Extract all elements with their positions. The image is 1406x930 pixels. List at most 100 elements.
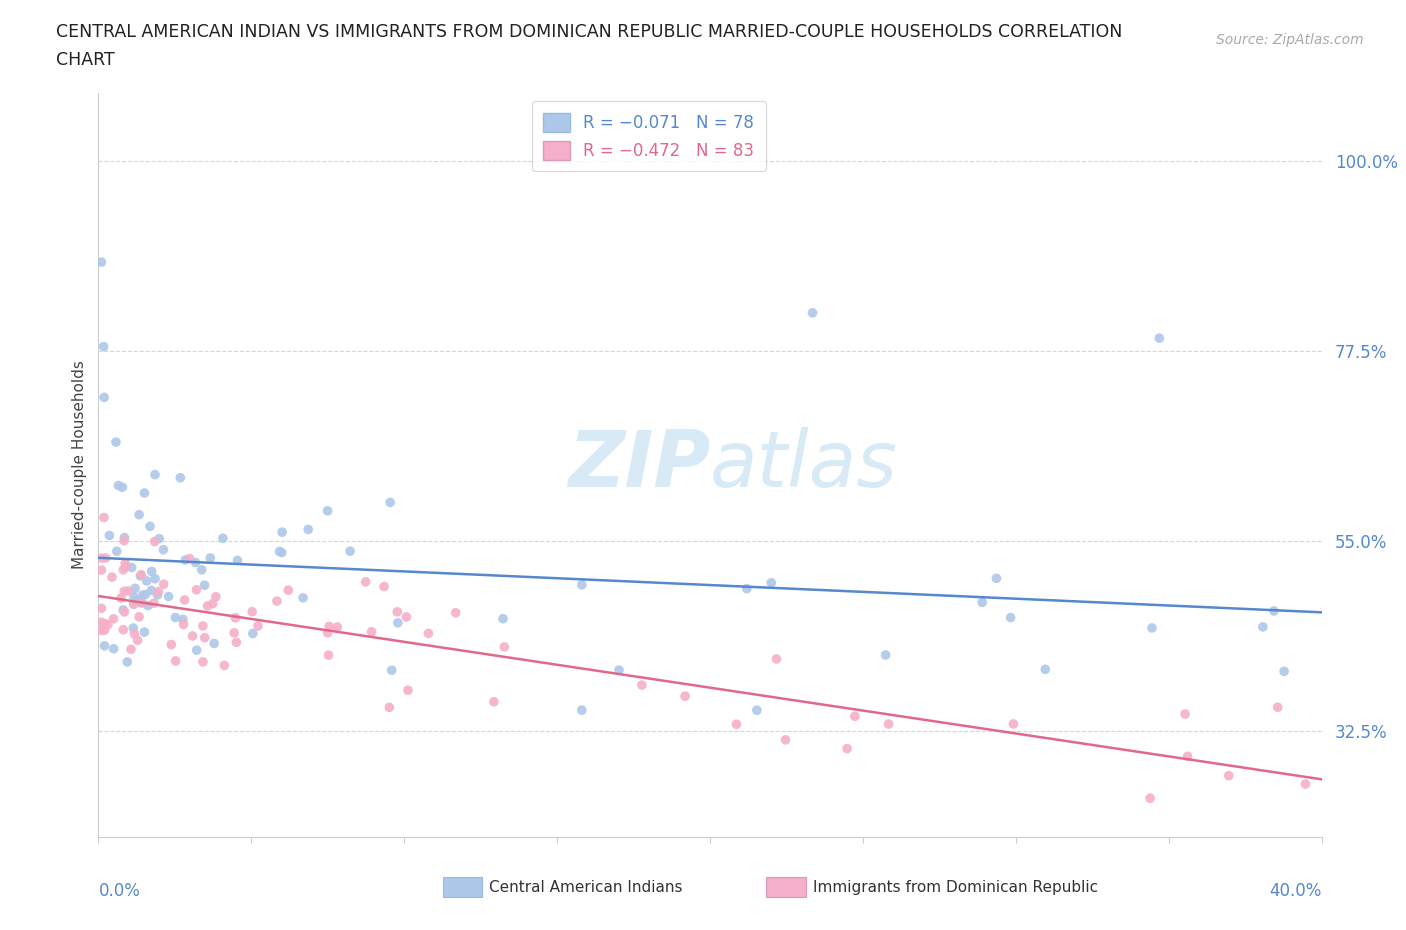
Point xyxy=(112,533,135,548)
Point xyxy=(107,478,129,493)
Point xyxy=(157,589,180,604)
Point xyxy=(318,619,340,634)
Point xyxy=(165,610,187,625)
Point xyxy=(1149,331,1171,346)
Point xyxy=(141,564,163,578)
Text: CENTRAL AMERICAN INDIAN VS IMMIGRANTS FROM DOMINICAN REPUBLIC MARRIED-COUPLE HOU: CENTRAL AMERICAN INDIAN VS IMMIGRANTS FR… xyxy=(56,23,1122,41)
Point xyxy=(114,604,136,619)
Point xyxy=(148,584,170,599)
Point xyxy=(134,625,156,640)
Point xyxy=(1251,619,1274,634)
Point xyxy=(139,519,162,534)
Point xyxy=(269,544,291,559)
Point xyxy=(135,574,157,589)
Point xyxy=(93,510,115,525)
Point xyxy=(380,495,402,510)
Point xyxy=(1177,749,1199,764)
Point xyxy=(93,339,115,354)
Point xyxy=(381,663,404,678)
Point xyxy=(152,542,174,557)
Point xyxy=(875,647,897,662)
Point xyxy=(225,635,247,650)
Y-axis label: Married-couple Households: Married-couple Households xyxy=(72,361,87,569)
Point xyxy=(835,741,858,756)
Point xyxy=(181,629,204,644)
Point xyxy=(318,648,340,663)
Point xyxy=(1139,790,1161,805)
Point xyxy=(387,604,409,619)
Point xyxy=(112,603,135,618)
Point xyxy=(134,485,156,500)
Point xyxy=(197,599,219,614)
Point xyxy=(240,604,263,619)
Point xyxy=(844,709,866,724)
Point xyxy=(316,503,339,518)
Point xyxy=(112,563,135,578)
Point xyxy=(631,678,654,693)
Point xyxy=(90,601,112,616)
Point xyxy=(745,703,768,718)
Point xyxy=(378,700,401,715)
Point xyxy=(735,581,758,596)
Point xyxy=(266,593,288,608)
Point xyxy=(761,576,783,591)
Point xyxy=(105,544,128,559)
Point xyxy=(122,597,145,612)
Point xyxy=(571,703,593,718)
Text: Immigrants from Dominican Republic: Immigrants from Dominican Republic xyxy=(813,880,1098,895)
Point xyxy=(117,584,139,599)
Point xyxy=(571,578,593,592)
Text: ZIP: ZIP xyxy=(568,427,710,503)
Point xyxy=(877,716,900,731)
Point xyxy=(725,717,748,732)
Point xyxy=(212,531,235,546)
Point xyxy=(121,560,143,575)
Point xyxy=(173,592,195,607)
Text: 0.0%: 0.0% xyxy=(98,882,141,899)
Point xyxy=(418,626,440,641)
Point xyxy=(173,617,195,631)
Point xyxy=(160,637,183,652)
Point xyxy=(142,596,165,611)
Point xyxy=(492,611,515,626)
Point xyxy=(191,618,214,633)
Point xyxy=(94,617,117,631)
Point xyxy=(1140,620,1163,635)
Point xyxy=(146,588,169,603)
Point xyxy=(124,627,146,642)
Point xyxy=(765,652,787,667)
Point xyxy=(131,595,153,610)
Text: atlas: atlas xyxy=(710,427,898,503)
Point xyxy=(396,683,419,698)
Point xyxy=(90,623,112,638)
Point xyxy=(482,695,505,710)
Point xyxy=(120,642,142,657)
Point xyxy=(128,609,150,624)
Point xyxy=(202,636,225,651)
Point xyxy=(127,632,149,647)
Point xyxy=(444,605,467,620)
Point xyxy=(1174,707,1197,722)
Point xyxy=(103,642,125,657)
Point xyxy=(179,551,201,566)
Point xyxy=(607,663,630,678)
Point xyxy=(271,525,294,539)
Point xyxy=(224,610,246,625)
Point xyxy=(226,553,249,568)
Point xyxy=(112,622,135,637)
Point xyxy=(129,567,152,582)
Point xyxy=(190,563,212,578)
Point xyxy=(186,643,208,658)
Point xyxy=(136,598,159,613)
Point xyxy=(93,623,115,638)
Point xyxy=(193,578,215,592)
Point xyxy=(326,619,349,634)
Point xyxy=(360,624,382,639)
Point xyxy=(354,575,377,590)
Point xyxy=(339,544,361,559)
Point xyxy=(169,471,191,485)
Point xyxy=(112,530,135,545)
Point xyxy=(395,609,418,624)
Point xyxy=(270,545,292,560)
Point xyxy=(90,615,112,630)
